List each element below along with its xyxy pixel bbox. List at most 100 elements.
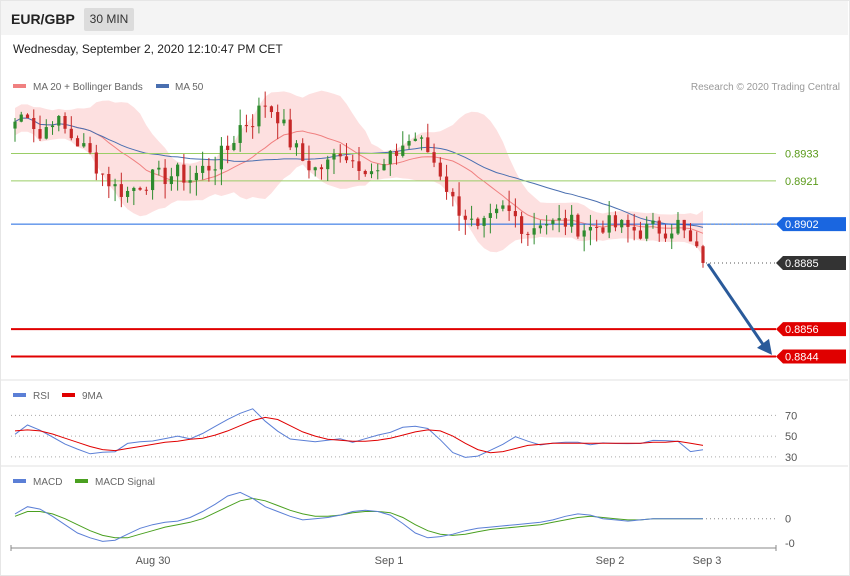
candle-body	[44, 127, 48, 139]
candle-body	[645, 223, 649, 239]
candle-body	[319, 167, 324, 170]
candle-body	[238, 125, 242, 143]
candle-body	[520, 216, 524, 234]
candle-body	[226, 145, 230, 150]
candle-body	[176, 164, 180, 177]
candle-body	[151, 169, 155, 191]
candle-body	[301, 143, 305, 161]
candle-body	[482, 217, 486, 226]
candle-body	[651, 220, 655, 224]
candle-body	[351, 160, 355, 162]
candle-body	[251, 126, 255, 128]
legend-rsi-ma: 9MA	[82, 391, 103, 402]
candle-body	[57, 116, 61, 126]
candle-body	[132, 187, 136, 191]
chart-datetime: Wednesday, September 2, 2020 12:10:47 PM…	[13, 42, 283, 56]
candle-body	[457, 196, 461, 216]
candle-body	[670, 233, 674, 239]
candle-body	[545, 224, 549, 226]
time-axis-label: Aug 30	[136, 555, 171, 567]
candle-body	[94, 152, 98, 174]
candle-body	[82, 143, 86, 147]
macd-signal-line	[14, 497, 703, 539]
candle-body	[107, 173, 111, 187]
legend-swatch-rsi-ma	[62, 393, 75, 397]
level-tag-0.8856	[776, 322, 846, 337]
candle-body	[50, 125, 55, 128]
time-axis: Aug 30 Sep 1 Sep 2 Sep 3	[10, 545, 777, 567]
legend-swatch-ma20	[13, 84, 26, 88]
candle-body	[344, 156, 349, 161]
candle-body	[451, 191, 455, 197]
candle-body	[563, 218, 567, 227]
legend-macd-signal: MACD Signal	[95, 477, 155, 488]
candle-body	[626, 219, 630, 227]
candle-body	[419, 137, 424, 139]
candle-body	[219, 145, 223, 170]
candle-body	[501, 205, 505, 209]
candle-body	[69, 128, 73, 139]
candle-body	[438, 162, 442, 177]
level-tag-0.8885	[776, 255, 846, 270]
candle-body	[113, 184, 117, 187]
candle-body	[432, 152, 436, 163]
candle-body	[163, 167, 167, 185]
candle-body	[376, 170, 380, 172]
candle-body	[13, 121, 17, 129]
candle-body	[388, 150, 392, 165]
legend-ma20: MA 20 + Bollinger Bands	[33, 82, 143, 93]
candle-body	[638, 230, 643, 239]
candle-body	[100, 173, 105, 175]
forecast-arrow-head	[757, 338, 772, 355]
candle-body	[407, 140, 411, 146]
level-label-0.8885: 0.8885	[785, 258, 819, 270]
candle-body	[570, 214, 574, 227]
macd-tick-label: -0	[785, 538, 795, 550]
candle-body	[119, 184, 123, 197]
legend-rsi: RSI	[33, 391, 50, 402]
candle-body	[682, 219, 686, 231]
candle-body	[332, 153, 336, 160]
candle-body	[138, 187, 142, 190]
candle-body	[613, 215, 618, 228]
rsi-tick-label: 50	[785, 431, 797, 443]
candle-body	[620, 219, 624, 228]
level-label-0.8921: 0.8921	[785, 176, 819, 188]
rsi-panel: 70 50 30	[11, 408, 797, 464]
candle-body	[444, 176, 449, 192]
candle-body	[25, 114, 30, 118]
candle-body	[513, 211, 517, 217]
candle-body	[257, 105, 261, 127]
level-tag-0.8844	[776, 349, 846, 364]
legend-swatch-macd	[13, 479, 26, 483]
candle-body	[326, 159, 330, 170]
candle-body	[588, 226, 593, 231]
macd-panel: 0 -0	[14, 491, 795, 550]
timeframe-badge[interactable]: 30 MIN	[84, 8, 134, 31]
legend-ma50: MA 50	[175, 82, 204, 93]
time-axis-label: Sep 2	[596, 555, 625, 567]
macd-tick-label: 0	[785, 514, 791, 526]
level-label-0.8902: 0.8902	[785, 219, 819, 231]
candle-body	[294, 143, 299, 148]
candle-body	[282, 119, 286, 124]
candle-body	[88, 143, 92, 153]
forecast-arrow-shaft	[706, 263, 766, 347]
time-axis-label: Sep 3	[693, 555, 722, 567]
candle-body	[307, 160, 311, 171]
candle-body	[632, 226, 636, 231]
candle-body	[63, 116, 67, 129]
legend-swatch-rsi	[13, 393, 26, 397]
level-tag-0.8902	[776, 217, 846, 232]
candle-body	[413, 138, 417, 141]
candle-body	[601, 227, 605, 233]
candle-body	[19, 114, 23, 122]
candle-body	[663, 233, 668, 239]
legend-macd: MACD	[33, 477, 62, 488]
candle-body	[688, 230, 693, 242]
candle-body	[582, 230, 586, 237]
chart-header-bar: EUR/GBP 30 MIN	[1, 1, 848, 35]
candle-body	[551, 220, 555, 225]
candle-body	[269, 106, 274, 113]
